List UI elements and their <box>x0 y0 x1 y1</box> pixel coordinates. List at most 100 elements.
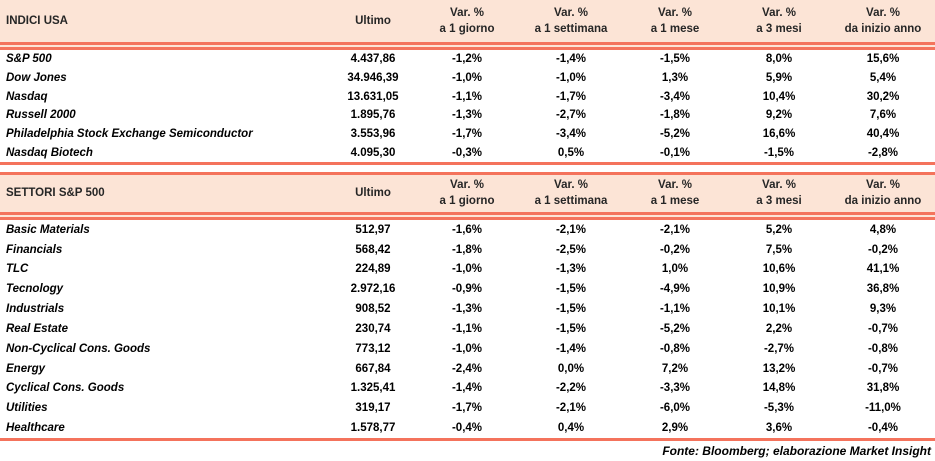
var-value: 31,8% <box>866 382 900 395</box>
var-value: 41,1% <box>866 263 900 276</box>
var-value: -3,3% <box>659 382 691 395</box>
var-value: 8,0% <box>765 53 793 66</box>
var-value: -2,4% <box>451 362 483 375</box>
table-row: Nasdaq Biotech 4.095,30 -0,3% 0,5% -0,1% -1,5… <box>0 143 935 162</box>
header-double-rule <box>0 42 935 50</box>
var-value: 1,0% <box>661 263 689 276</box>
var-value: 7,6% <box>869 109 897 122</box>
var-value: -1,2% <box>451 53 483 66</box>
var-value: -1,0% <box>451 342 483 355</box>
var-value: -0,8% <box>659 342 691 355</box>
row-label: Russell 2000 <box>6 109 76 122</box>
var-value: 13,2% <box>762 362 796 375</box>
ultimo-value: 319,17 <box>355 402 391 415</box>
var-value: 5,4% <box>869 71 897 84</box>
settori-sp500-body: Basic Materials 512,97 -1,6% -2,1% -2,1% 5,2%… <box>0 220 935 438</box>
var-value: -2,8% <box>867 146 899 159</box>
var-value: 3,6% <box>765 421 793 434</box>
var-label: Var. % <box>554 7 588 19</box>
var-value: -1,8% <box>451 243 483 256</box>
var-value: -6,0% <box>659 402 691 415</box>
row-label: Industrials <box>6 303 65 316</box>
table-row: S&P 500 4.437,86 -1,2% -1,4% -1,5% 8,0% 15,6% <box>0 50 935 69</box>
var-value: 40,4% <box>866 127 900 140</box>
table-title: SETTORI S&P 500 <box>6 187 105 200</box>
row-label: Non-Cyclical Cons. Goods <box>6 342 151 355</box>
ultimo-value: 908,52 <box>355 303 391 316</box>
table-top-rule <box>0 171 935 175</box>
ultimo-value: 4.437,86 <box>350 53 396 66</box>
var-value: -1,3% <box>451 109 483 122</box>
var-value: 30,2% <box>866 90 900 103</box>
ultimo-value: 3.553,96 <box>350 127 396 140</box>
table-row: Energy 667,84 -2,4% 0,0% 7,2% 13,2% -0,7% <box>0 359 935 379</box>
var-value: -2,1% <box>555 402 587 415</box>
var-value: -5,3% <box>763 402 795 415</box>
column-header-var-1-mese: Var. % a 1 mese <box>623 177 727 209</box>
var-value: -1,0% <box>451 71 483 84</box>
var-value: -5,2% <box>659 322 691 335</box>
row-label: Real Estate <box>6 322 69 335</box>
table-row: Philadelphia Stock Exchange Semiconducto… <box>0 125 935 144</box>
var-value: -0,2% <box>867 243 899 256</box>
var-value: -1,0% <box>555 71 587 84</box>
var-value: -5,2% <box>659 127 691 140</box>
var-value: 36,8% <box>866 283 900 296</box>
var-value: -1,4% <box>555 53 587 66</box>
row-label: Financials <box>6 243 63 256</box>
ultimo-value: 224,89 <box>355 263 391 276</box>
var-value: -1,1% <box>451 322 483 335</box>
row-label: Energy <box>6 362 45 375</box>
var-value: -1,4% <box>555 342 587 355</box>
var-value: -0,2% <box>659 243 691 256</box>
var-value: 0,5% <box>557 146 585 159</box>
var-value: 9,3% <box>869 303 897 316</box>
table-title: INDICI USA <box>6 15 68 27</box>
var-label: Var. % <box>658 7 692 19</box>
var-label: Var. % <box>866 179 900 192</box>
var-value: -1,5% <box>555 322 587 335</box>
table-row: Utilities 319,17 -1,7% -2,1% -6,0% -5,3% -11,0… <box>0 398 935 418</box>
row-label: Dow Jones <box>6 71 67 84</box>
var-value: -0,1% <box>659 146 691 159</box>
var-value: -2,7% <box>555 109 587 122</box>
column-header-var-inizio-anno: Var. % da inizio anno <box>831 177 935 209</box>
var-value: -1,1% <box>659 303 691 316</box>
var-value: -2,5% <box>555 243 587 256</box>
var-value: 7,5% <box>765 243 793 256</box>
column-header-ultimo: Ultimo <box>355 15 391 27</box>
table-gap <box>0 164 935 172</box>
period-label: da inizio anno <box>844 195 922 208</box>
column-header-var-3-mesi: Var. % a 3 mesi <box>727 5 831 37</box>
var-value: 9,2% <box>765 109 793 122</box>
ultimo-value: 1.895,76 <box>350 109 396 122</box>
table-bottom-rule <box>0 437 935 441</box>
var-value: -11,0% <box>865 402 901 415</box>
var-label: Var. % <box>658 179 692 192</box>
period-label: a 3 mesi <box>756 195 802 208</box>
var-value: -3,4% <box>659 90 691 103</box>
var-value: -0,7% <box>867 322 899 335</box>
column-header-var-1-giorno: Var. % a 1 giorno <box>415 177 519 209</box>
var-value: 5,9% <box>765 71 793 84</box>
table-bottom-rule <box>0 161 935 165</box>
table-row: Tecnology 2.972,16 -0,9% -1,5% -4,9% 10,9% 36,… <box>0 279 935 299</box>
column-header-ultimo: Ultimo <box>355 187 391 200</box>
var-value: 2,9% <box>661 421 689 434</box>
table-row: Industrials 908,52 -1,3% -1,5% -1,1% 10,1% 9,3… <box>0 299 935 319</box>
var-value: -1,1% <box>451 90 483 103</box>
var-value: 14,8% <box>762 382 796 395</box>
period-label: a 1 mese <box>650 23 700 35</box>
var-value: 10,1% <box>762 303 796 316</box>
source-note: Fonte: Bloomberg; elaborazione Market In… <box>662 443 931 458</box>
var-value: 0,4% <box>557 421 585 434</box>
settori-sp500-table: SETTORI S&P 500 Ultimo Var. % a 1 giorno… <box>0 171 935 441</box>
column-header-var-inizio-anno: Var. % da inizio anno <box>831 5 935 37</box>
var-value: 10,6% <box>762 263 796 276</box>
period-label: a 1 giorno <box>439 195 495 208</box>
var-value: -2,1% <box>555 223 587 236</box>
var-value: -1,5% <box>763 146 795 159</box>
ultimo-value: 4.095,30 <box>350 146 396 159</box>
ultimo-value: 667,84 <box>355 362 391 375</box>
row-label: S&P 500 <box>6 53 52 66</box>
